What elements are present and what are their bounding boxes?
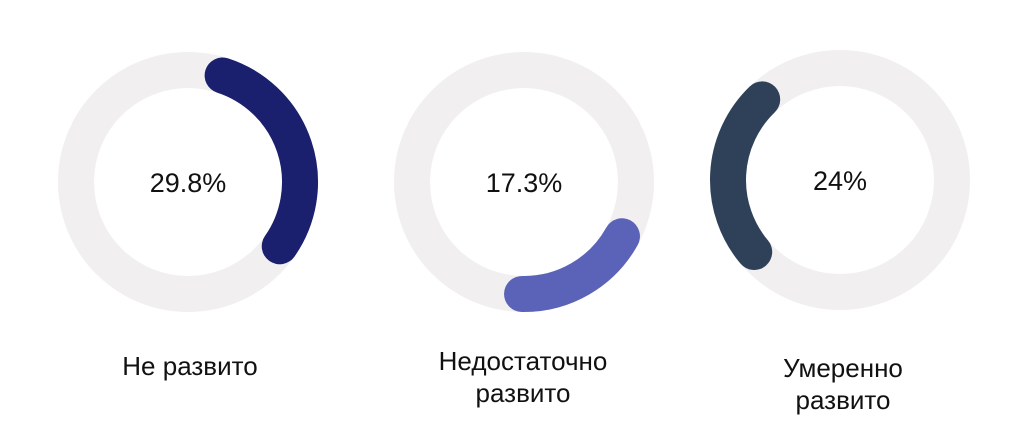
donut-2: 17.3%	[394, 52, 654, 312]
category-label-3: Умеренно развито	[783, 353, 903, 415]
donut-2-arc	[504, 218, 640, 312]
donut-1-value: 29.8%	[150, 168, 227, 198]
donut-3-arc	[710, 81, 781, 270]
donut-1-arc	[204, 57, 318, 265]
category-label-1: Не развито	[122, 351, 258, 381]
donut-1: 29.8%	[58, 52, 318, 312]
donut-3: 24%	[710, 50, 970, 310]
category-label-2: Недостаточно развито	[438, 346, 608, 408]
donut-3-value: 24%	[813, 166, 867, 196]
donut-2-value: 17.3%	[486, 168, 563, 198]
